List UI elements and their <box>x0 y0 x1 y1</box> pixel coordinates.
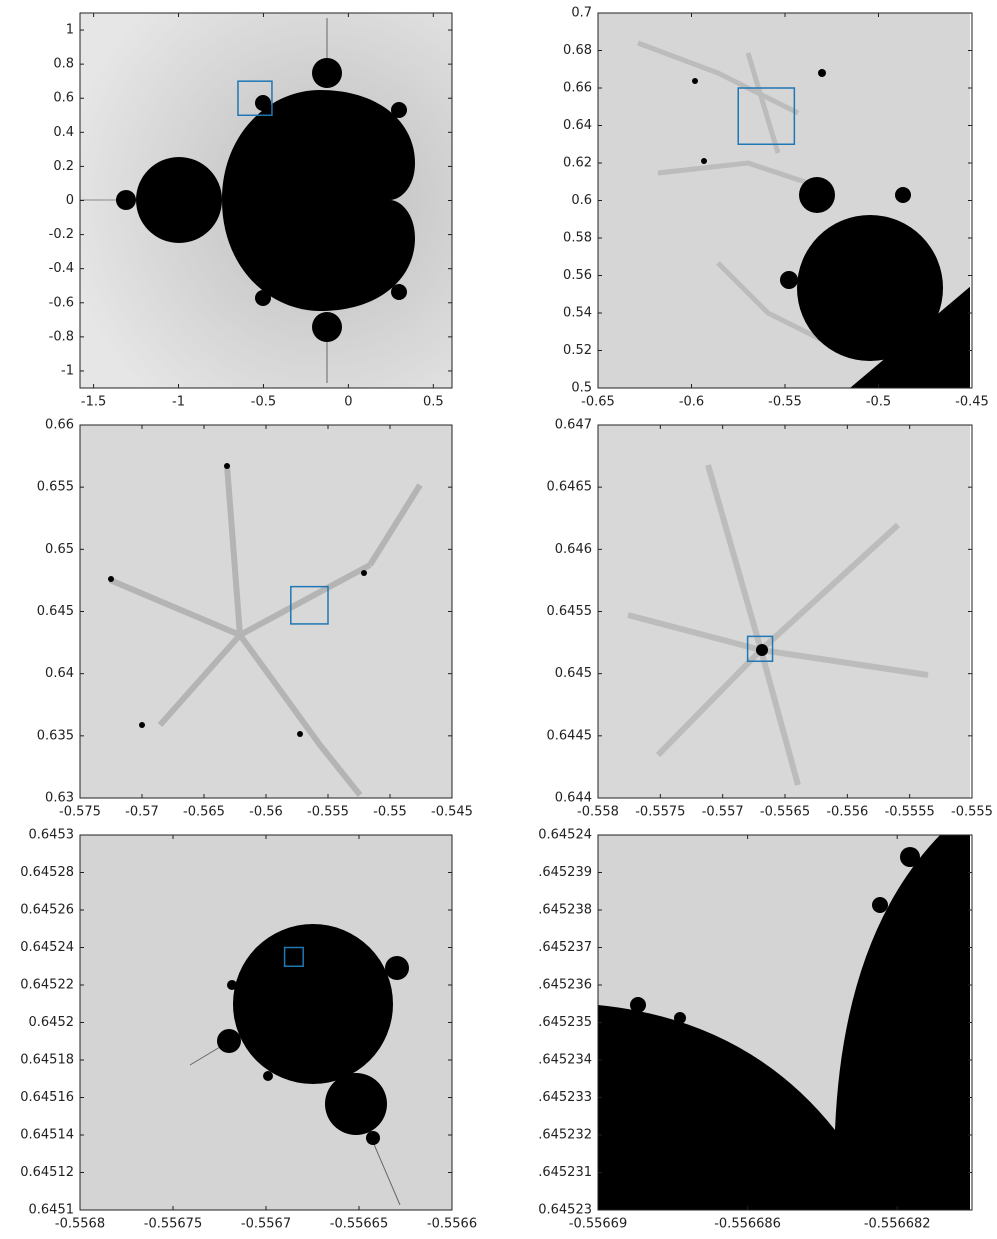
y-tick-label: 0.635 <box>37 728 74 743</box>
x-tick-label: -0.556682 <box>864 1217 931 1232</box>
x-tick-label: -0.5 <box>251 395 276 410</box>
y-tick-label: 0.65 <box>45 542 74 557</box>
x-tick-label: -0.56 <box>249 805 283 820</box>
y-tick-label: 0.64512 <box>20 1165 74 1180</box>
y-tick-label: 0.54 <box>563 306 592 321</box>
x-tick-label: -0.55675 <box>144 1217 202 1232</box>
figure: -1.5 -1 -0.5 0 0.5 -1 -0.8 -0.6 -0.4 -0.2 0 0.2 0.4 0… <box>0 0 997 1235</box>
x-tick-label: -0.5567 <box>241 1217 291 1232</box>
y-tick-label: 0.647 <box>555 418 592 433</box>
x-tick-label: -0.5566 <box>427 1217 477 1232</box>
y-tick-label: 0.64523 <box>538 1203 592 1218</box>
x-tick-label: -0.55669 <box>569 1217 627 1232</box>
y-tick-label: -0.2 <box>49 227 74 242</box>
x-tick-label: -0.555 <box>307 805 349 820</box>
x-tick-label: -0.5555 <box>885 805 935 820</box>
x-tick-label: -0.545 <box>431 805 473 820</box>
y-tick-label: 0.62 <box>563 156 592 171</box>
x-tick-label: -0.55 <box>768 395 802 410</box>
y-tick-label: 0.58 <box>563 231 592 246</box>
x-tick-label: -0.5 <box>866 395 891 410</box>
x-tick-label: -0.555 <box>951 805 993 820</box>
y-tick-label: .645232 <box>538 1128 592 1143</box>
x-tick-label: -0.6 <box>679 395 704 410</box>
x-tick-label: 0 <box>344 395 352 410</box>
x-tick-label: 0.5 <box>423 395 444 410</box>
x-tick-label: -0.5575 <box>635 805 685 820</box>
y-tick-label: 0.7 <box>571 6 592 21</box>
fractal-image <box>80 13 452 388</box>
y-tick-label: 0.6 <box>53 91 74 106</box>
y-tick-label: -0.8 <box>49 329 74 344</box>
y-tick-label: 0.6455 <box>547 604 593 619</box>
y-tick-label: .645238 <box>538 903 592 918</box>
x-tick-label: -0.565 <box>183 805 225 820</box>
y-tick-label: .645234 <box>538 1053 592 1068</box>
x-tick-label: -0.575 <box>59 805 101 820</box>
y-tick-label: 0.64524 <box>20 940 74 955</box>
y-tick-label: .645231 <box>538 1165 592 1180</box>
y-tick-label: 0.646 <box>555 542 592 557</box>
y-tick-label: 0.6453 <box>29 828 75 843</box>
y-tick-label: 0.645 <box>555 666 592 681</box>
y-tick-label: 0.68 <box>563 43 592 58</box>
y-tick-label: 1 <box>66 23 74 38</box>
y-tick-label: .645233 <box>538 1090 592 1105</box>
x-tick-label: -0.57 <box>125 805 159 820</box>
y-tick-label: -0.4 <box>49 261 74 276</box>
y-tick-label: 0.2 <box>53 159 74 174</box>
y-tick-label: 0.64 <box>563 118 592 133</box>
y-tick-label: 0.64518 <box>20 1053 74 1068</box>
x-tick-label: -1.5 <box>81 395 106 410</box>
y-tick-label: 0.63 <box>45 791 74 806</box>
y-tick-label: 0.8 <box>53 57 74 72</box>
y-tick-label: 0.6 <box>571 193 592 208</box>
x-tick-label: -0.556686 <box>714 1217 781 1232</box>
x-tick-label: -1 <box>172 395 185 410</box>
x-tick-label: -0.556 <box>826 805 868 820</box>
x-tick-label: -0.5568 <box>55 1217 105 1232</box>
y-tick-label: -1 <box>61 363 74 378</box>
y-tick-label: 0.64524 <box>538 828 592 843</box>
y-tick-label: 0.64528 <box>20 865 74 880</box>
y-tick-label: 0.5 <box>571 381 592 396</box>
fractal-image <box>80 835 452 1210</box>
y-tick-label: 0.644 <box>555 791 592 806</box>
y-tick-label: 0.64516 <box>20 1090 74 1105</box>
y-tick-label: 0 <box>66 193 74 208</box>
y-tick-label: .645236 <box>538 978 592 993</box>
x-tick-label: -0.557 <box>702 805 744 820</box>
y-tick-label: 0.6452 <box>29 1015 75 1030</box>
x-tick-label: -0.45 <box>955 395 989 410</box>
y-tick-label: 0.64514 <box>20 1128 74 1143</box>
x-tick-label: -0.55 <box>373 805 407 820</box>
y-tick-label: 0.6465 <box>547 480 593 495</box>
y-tick-label: .645235 <box>538 1015 592 1030</box>
x-tick-label: -0.5565 <box>760 805 810 820</box>
y-tick-label: 0.52 <box>563 343 592 358</box>
y-tick-label: 0.4 <box>53 125 74 140</box>
fractal-image <box>598 835 972 1210</box>
y-tick-label: 0.6451 <box>29 1203 75 1218</box>
x-tick-label: -0.558 <box>577 805 619 820</box>
y-tick-label: 0.64522 <box>20 978 74 993</box>
x-tick-label: -0.55665 <box>330 1217 388 1232</box>
y-tick-label: 0.64 <box>45 666 74 681</box>
y-tick-label: .645237 <box>538 940 592 955</box>
y-tick-label: 0.56 <box>563 268 592 283</box>
y-tick-label: 0.66 <box>45 418 74 433</box>
fractal-image <box>598 13 972 388</box>
x-tick-label: -0.65 <box>581 395 615 410</box>
y-tick-label: 0.66 <box>563 81 592 96</box>
y-tick-label: -0.6 <box>49 295 74 310</box>
y-tick-label: 0.655 <box>37 480 74 495</box>
fractal-image <box>598 425 972 798</box>
fractal-image <box>80 425 452 798</box>
y-tick-label: 0.6445 <box>547 728 593 743</box>
y-tick-label: .645239 <box>538 865 592 880</box>
y-tick-label: 0.645 <box>37 604 74 619</box>
y-tick-label: 0.64526 <box>20 903 74 918</box>
